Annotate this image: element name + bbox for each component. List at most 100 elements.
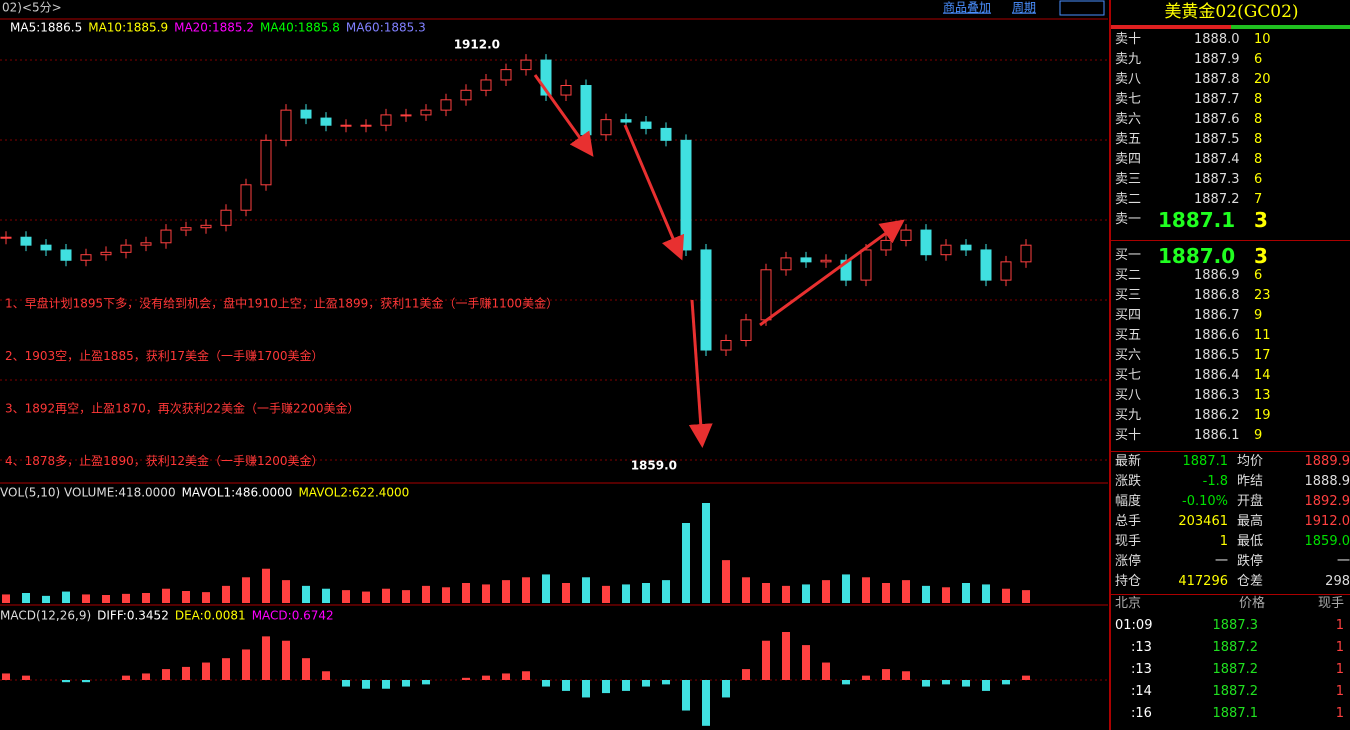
stat-value: -0.10% (1182, 494, 1228, 509)
overlay-link[interactable]: 商品叠加 (943, 0, 991, 15)
macd-bar (702, 680, 710, 726)
bar (1111, 25, 1231, 29)
book-row: 卖二 1887.2 7 (1111, 190, 1350, 210)
volume-bar (522, 577, 530, 603)
stat-value: 1889.9 (1304, 454, 1350, 469)
volume-bar (622, 584, 630, 603)
side-label: 卖五 (1115, 132, 1142, 147)
size: 23 (1254, 288, 1271, 303)
size: 19 (1254, 408, 1271, 423)
period-link[interactable]: 周期 (1012, 1, 1036, 15)
candle (120, 244, 132, 253)
annotation: 3、1892再空，止盈1870，再次获利22美金（一手赚2200美金） (5, 401, 360, 416)
candle (380, 114, 392, 126)
macd-bar (282, 640, 290, 680)
stat-label: 开盘 (1237, 494, 1264, 509)
macd-bar (142, 673, 150, 680)
price: 1886.5 (1194, 348, 1240, 363)
macd-bar (182, 666, 190, 680)
book-row: 卖三 1887.3 6 (1111, 170, 1350, 190)
stat-value: 1892.9 (1304, 494, 1350, 509)
macd-bar (602, 680, 610, 694)
header-cell: 北京 (1115, 596, 1142, 611)
price: 1886.8 (1194, 288, 1240, 303)
volume-bar (682, 523, 690, 603)
stat-value: -1.8 (1202, 474, 1228, 489)
tick-row: :13 1887.2 1 (1111, 660, 1350, 680)
volume-bar (322, 588, 330, 603)
macd-bar (382, 680, 390, 689)
separator (1111, 451, 1350, 452)
book-row: 卖七 1887.7 8 (1111, 90, 1350, 110)
macd-bar (302, 658, 310, 680)
indicator-label: DEA:0.0081 (175, 609, 246, 623)
volume-bar (442, 587, 450, 603)
size: 9 (1254, 308, 1263, 323)
candle (740, 319, 752, 341)
volume-bar (402, 590, 410, 603)
price: 1887.0 (1158, 244, 1236, 268)
stat-value: 1912.0 (1304, 514, 1350, 529)
volume-bar (822, 580, 830, 603)
price: 1888.0 (1194, 32, 1240, 47)
stat-label: 最高 (1237, 514, 1264, 529)
book-row: 买五 1886.6 11 (1111, 326, 1350, 346)
macd-bar (482, 675, 490, 680)
price: 1886.3 (1194, 388, 1240, 403)
volume-bar (922, 585, 930, 603)
macd-bar (422, 680, 430, 685)
macd-bar (542, 680, 550, 687)
price: 1887.4 (1194, 152, 1240, 167)
volume-bar (942, 587, 950, 603)
indicator-label: MA40:1885.8 (260, 21, 340, 35)
high-label: 1912.0 (454, 38, 500, 52)
candle (980, 249, 992, 281)
ticks-header: 北京 价格 现手 (1111, 594, 1350, 614)
macd-bar (342, 680, 350, 687)
side-label: 卖六 (1115, 112, 1142, 127)
annotation: 4、1878多，止盈1890，获利12美金（一手赚1200美金） (5, 453, 324, 468)
candle (140, 242, 152, 246)
stat-label: 幅度 (1115, 494, 1142, 509)
volume-bar (1022, 590, 1030, 603)
macd-bar (982, 680, 990, 691)
volume-bar (722, 560, 730, 603)
macd-bar (1002, 680, 1010, 685)
volume-bar (482, 584, 490, 603)
window-buttons[interactable] (1059, 0, 1105, 16)
side-label: 卖十 (1115, 32, 1142, 47)
side-label: 卖一 (1115, 212, 1142, 227)
side-label: 买五 (1115, 328, 1142, 343)
volume-bar (562, 583, 570, 603)
stat-row: 持仓 417296 仓差 298 (1111, 572, 1350, 592)
candle (460, 89, 472, 101)
tick-price: 1887.2 (1212, 684, 1259, 699)
stat-value: 1888.9 (1304, 474, 1350, 489)
side-label: 买七 (1115, 368, 1142, 383)
side-label: 买十 (1115, 428, 1142, 443)
indicator-label: VOL(5,10) VOLUME:418.0000 (0, 486, 176, 500)
candle (260, 139, 272, 186)
size: 14 (1254, 368, 1271, 383)
candle (540, 59, 552, 96)
candle (60, 249, 72, 261)
side-label: 买三 (1115, 288, 1142, 303)
candle (420, 109, 432, 116)
candle (160, 229, 172, 244)
symbol-tab[interactable]: 02)<5分> (2, 1, 62, 15)
book-row: 卖四 1887.4 8 (1111, 150, 1350, 170)
indicator-label: MACD(12,26,9) (0, 609, 91, 623)
volume-bar (302, 585, 310, 603)
stat-label: 均价 (1237, 454, 1264, 469)
volume-bar (262, 568, 270, 603)
macd-bar (1022, 675, 1030, 680)
macd-bar (942, 680, 950, 685)
volume-bar (22, 593, 30, 603)
macd-bar (262, 636, 270, 680)
size: 20 (1254, 72, 1271, 87)
macd-bar (562, 680, 570, 691)
candle (200, 224, 212, 229)
macd-bar (162, 669, 170, 680)
stat-label: 最低 (1237, 534, 1264, 549)
candle (720, 339, 732, 351)
